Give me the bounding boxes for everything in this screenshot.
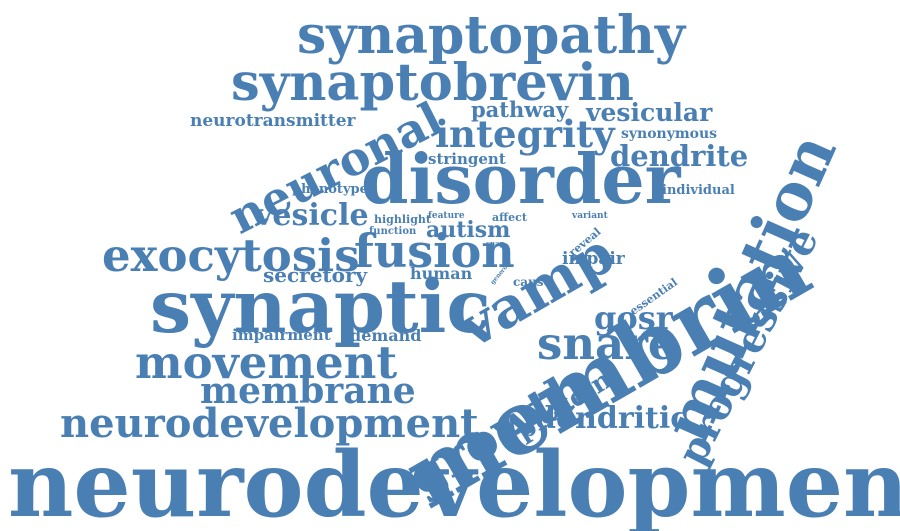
- word-phenotype: phenotype: [292, 182, 368, 197]
- word-disorder: disorder: [361, 140, 681, 220]
- word-dendritic: dendritic: [535, 401, 689, 436]
- word-movement: movement: [135, 336, 398, 389]
- word-vesicle: vesicle: [255, 198, 369, 233]
- word-function: function: [369, 226, 417, 237]
- word-neurotransmitter: neurotransmitter: [190, 111, 356, 131]
- word-demand: demand: [350, 326, 422, 345]
- word-snap: snap: [486, 239, 505, 248]
- word-synonymous: synonymous: [621, 126, 718, 142]
- word-individual: individual: [662, 183, 735, 198]
- word-fusion: fusion: [354, 224, 515, 278]
- word-membrane: membrane: [200, 370, 416, 412]
- word-feature: feature: [428, 211, 465, 221]
- word-exocytosis: exocytosis: [102, 229, 360, 282]
- word-neurodevelopmental: neurodevelopmental: [8, 432, 900, 531]
- word-vesicular: vesicular: [586, 98, 713, 127]
- word-stringent: stringent: [428, 150, 506, 168]
- word-integrity: integrity: [435, 112, 615, 156]
- word-synaptic: synaptic: [150, 264, 491, 350]
- word-autism: autism: [426, 217, 511, 243]
- word-snare: snare: [537, 317, 677, 370]
- word-neurodevelopment: neurodevelopment: [60, 400, 479, 447]
- word-highlight: highlight: [374, 213, 431, 226]
- word-gosr: gosr: [594, 299, 673, 337]
- word-dendrite: dendrite: [610, 139, 749, 173]
- word-secretory: secretory: [263, 263, 368, 287]
- word-synaptobrevin: synaptobrevin: [231, 53, 634, 113]
- word-human: human: [410, 264, 473, 283]
- word-impair: impair: [562, 249, 625, 269]
- word-pathway: pathway: [471, 97, 569, 122]
- word-impairment: impairment: [232, 326, 331, 344]
- word-variant: variant: [572, 211, 608, 221]
- word-cause: cause: [513, 275, 552, 289]
- word-affect: affect: [492, 211, 527, 224]
- word-synaptopathy: synaptopathy: [297, 5, 686, 66]
